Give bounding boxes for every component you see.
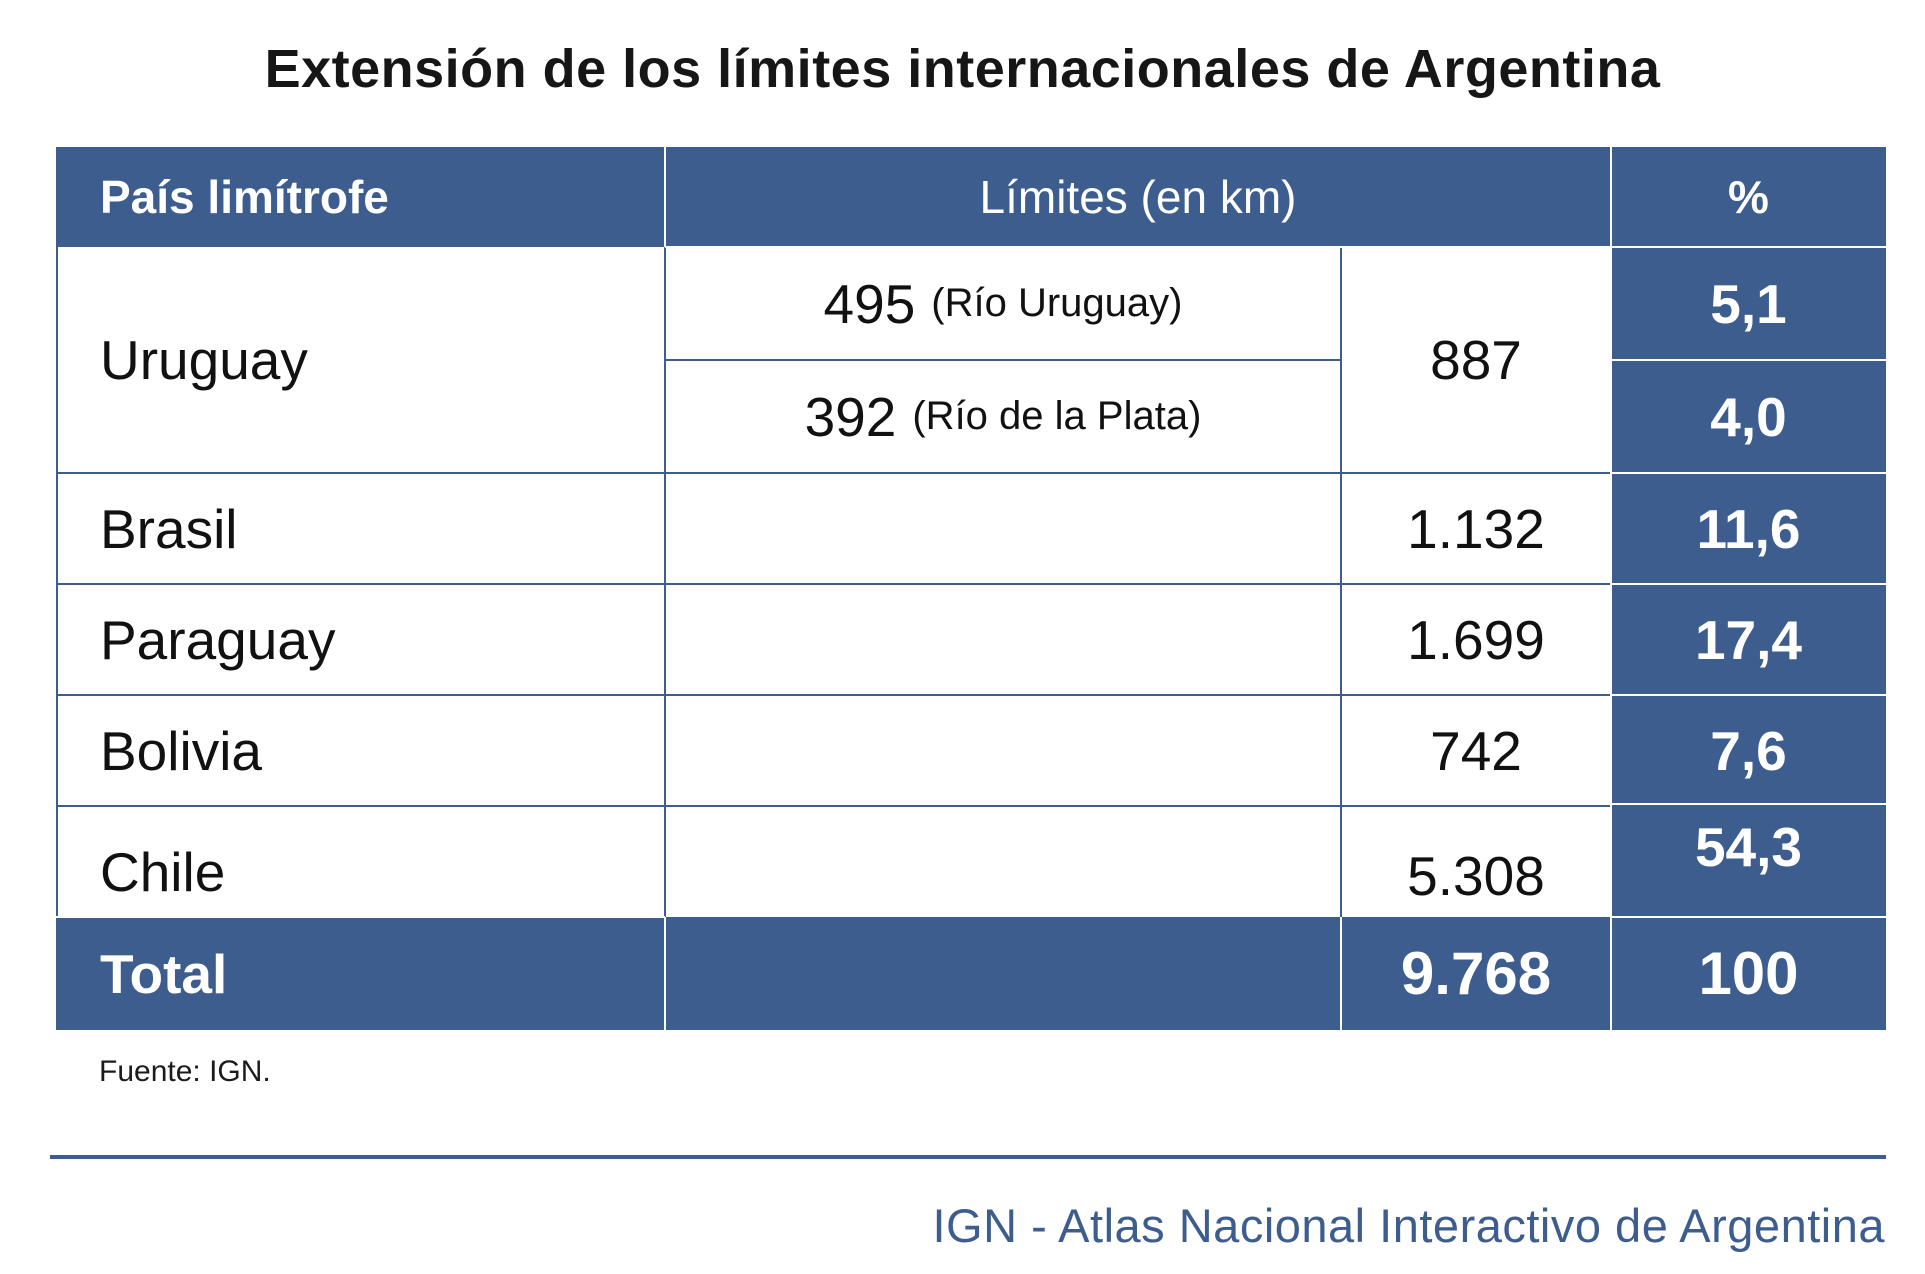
cell-empty-paraguay <box>665 584 1341 695</box>
footer-credit: IGN - Atlas Nacional Interactivo de Arge… <box>932 1199 1885 1252</box>
cell-country-brasil: Brasil <box>56 473 665 584</box>
cell-empty-bolivia <box>665 695 1341 806</box>
cell-country-bolivia: Bolivia <box>56 695 665 806</box>
cell-uruguay-pct2: 4,0 <box>1611 360 1886 473</box>
grid-line-col1 <box>664 247 666 917</box>
header-country: País limítrofe <box>56 147 665 247</box>
pct-line-6 <box>1611 916 1886 918</box>
pct-line-5 <box>1611 803 1886 805</box>
cell-uruguay-km: 887 <box>1341 247 1611 473</box>
source-footnote: Fuente: IGN. <box>99 1055 271 1088</box>
total-divider-1 <box>664 917 666 1030</box>
cell-uruguay-sub2: 392 (Río de la Plata) <box>665 360 1341 473</box>
cell-country-paraguay: Paraguay <box>56 584 665 695</box>
uruguay-sub2-label: (Río de la Plata) <box>912 394 1202 438</box>
cell-country-uruguay: Uruguay <box>56 247 665 473</box>
header-divider-1 <box>664 147 666 247</box>
pct-line-1 <box>1611 359 1886 361</box>
pct-line-0 <box>1611 246 1886 248</box>
limits-table: País limítrofe Límites (en km) % Uruguay… <box>56 147 1886 1030</box>
grid-line-col2 <box>1340 247 1342 917</box>
cell-country-chile: Chile <box>56 806 665 917</box>
total-top-line <box>56 916 665 918</box>
grid-line-left <box>56 247 58 917</box>
cell-empty-brasil <box>665 473 1341 584</box>
grid-line-uruguay-split <box>665 359 1341 361</box>
pct-line-3 <box>1611 583 1886 585</box>
pct-line-2 <box>1611 472 1886 474</box>
cell-pct-bolivia: 7,6 <box>1611 695 1886 806</box>
total-divider-2 <box>1340 917 1342 1030</box>
footer-divider <box>50 1155 1886 1159</box>
cell-total-km: 9.768 <box>1341 917 1611 1030</box>
grid-line-row3 <box>56 694 1611 696</box>
cell-pct-paraguay: 17,4 <box>1611 584 1886 695</box>
grid-line-row4 <box>56 805 1611 807</box>
header-bottom-line <box>665 246 1611 248</box>
header-percent: % <box>1611 147 1886 247</box>
header-limits: Límites (en km) <box>665 147 1611 247</box>
cell-pct-brasil: 11,6 <box>1611 473 1886 584</box>
cell-km-paraguay: 1.699 <box>1341 584 1611 695</box>
cell-total-pct: 100 <box>1611 917 1886 1030</box>
grid-line-row2 <box>56 583 1611 585</box>
page-title: Extensión de los límites internacionales… <box>264 39 1661 99</box>
uruguay-sub1-label: (Río Uruguay) <box>931 281 1183 325</box>
percent-col-divider <box>1610 147 1612 1030</box>
cell-uruguay-pct1: 5,1 <box>1611 247 1886 360</box>
cell-uruguay-sub1: 495 (Río Uruguay) <box>665 247 1341 360</box>
pct-line-4 <box>1611 694 1886 696</box>
uruguay-sub1-value: 495 <box>823 272 916 335</box>
cell-total-empty <box>665 917 1341 1030</box>
grid-line-row1 <box>56 472 1611 474</box>
cell-pct-chile: 54,3 <box>1611 806 1886 917</box>
cell-empty-chile <box>665 806 1341 917</box>
cell-km-brasil: 1.132 <box>1341 473 1611 584</box>
cell-km-bolivia: 742 <box>1341 695 1611 806</box>
cell-km-chile: 5.308 <box>1341 806 1611 917</box>
cell-total-label: Total <box>56 917 665 1030</box>
uruguay-sub2-value: 392 <box>804 385 897 448</box>
